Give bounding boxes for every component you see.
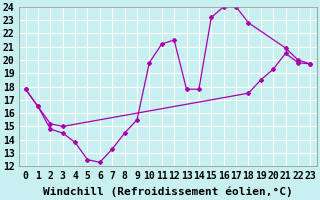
X-axis label: Windchill (Refroidissement éolien,°C): Windchill (Refroidissement éolien,°C) [43,187,293,197]
